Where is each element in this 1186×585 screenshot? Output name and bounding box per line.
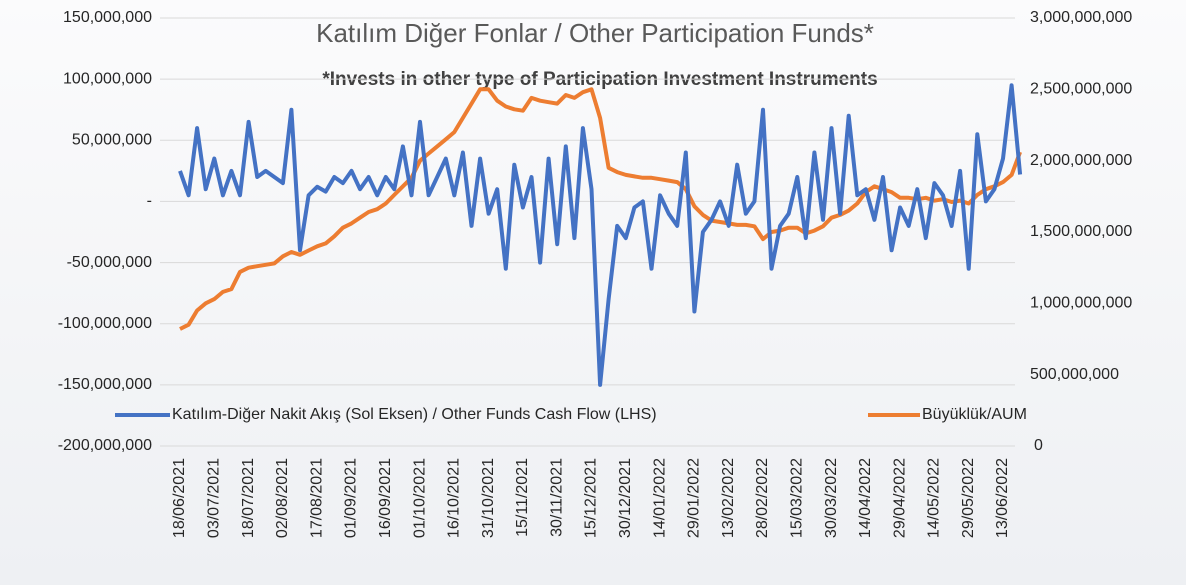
y2-tick-label: 1,000,000,000	[1030, 295, 1132, 312]
y2-tick-label: 1,500,000,000	[1030, 223, 1132, 240]
x-tick-label: 14/01/2022	[651, 458, 668, 538]
y-tick-label: 150,000,000	[63, 9, 152, 26]
y-tick-label: -100,000,000	[58, 315, 152, 332]
x-tick-label: 17/08/2021	[308, 458, 325, 538]
x-tick-label: 01/10/2021	[411, 458, 428, 538]
x-tick-label: 14/04/2022	[857, 458, 874, 538]
x-tick-label: 29/04/2022	[891, 458, 908, 538]
x-tick-label: 30/11/2021	[548, 458, 565, 537]
x-tick-label: 18/07/2021	[240, 458, 257, 538]
y-tick-label: -200,000,000	[58, 437, 152, 454]
x-tick-label: 29/05/2022	[960, 458, 977, 538]
y-tick-label: -	[147, 193, 152, 210]
legend-label: Büyüklük/AUM	[922, 406, 1027, 423]
x-tick-label: 13/06/2022	[994, 458, 1011, 538]
x-tick-label: 31/10/2021	[480, 458, 497, 538]
chart-title: Katılım Diğer Fonlar / Other Participati…	[316, 18, 874, 48]
y2-tick-label: 2,500,000,000	[1030, 81, 1132, 98]
y2-tick-label: 3,000,000,000	[1030, 9, 1132, 26]
y2-tick-label: 0	[1034, 437, 1043, 454]
y2-tick-label: 500,000,000	[1030, 366, 1119, 383]
x-tick-label: 16/10/2021	[446, 458, 463, 538]
x-tick-label: 30/03/2022	[823, 458, 840, 538]
x-tick-label: 16/09/2021	[377, 458, 394, 538]
x-tick-label: 13/02/2022	[720, 458, 737, 538]
x-tick-label: 28/02/2022	[754, 458, 771, 538]
data-line	[178, 83, 1023, 387]
x-tick-label: 29/01/2022	[686, 458, 703, 538]
x-tick-label: 01/09/2021	[343, 458, 360, 538]
x-tick-label: 15/12/2021	[583, 458, 600, 538]
legend-label: Katılım-Diğer Nakit Akış (Sol Eksen) / O…	[172, 406, 657, 423]
x-tick-label: 18/06/2021	[171, 458, 188, 538]
y-tick-label: 50,000,000	[72, 132, 152, 149]
x-tick-label: 14/05/2022	[926, 458, 943, 538]
y2-tick-label: 2,000,000,000	[1030, 152, 1132, 169]
y-tick-label: 100,000,000	[63, 70, 152, 87]
x-tick-label: 02/08/2021	[274, 458, 291, 538]
y-tick-label: -150,000,000	[58, 376, 152, 393]
x-tick-label: 03/07/2021	[206, 458, 223, 538]
x-tick-label: 15/03/2022	[788, 458, 805, 538]
y-tick-label: -50,000,000	[67, 254, 153, 271]
x-tick-label: 30/12/2021	[617, 458, 634, 538]
x-tick-label: 15/11/2021	[514, 458, 531, 537]
